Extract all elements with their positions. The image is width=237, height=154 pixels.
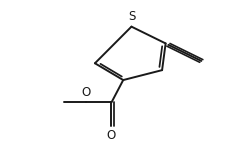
Text: O: O: [81, 86, 90, 99]
Text: S: S: [128, 10, 135, 23]
Text: O: O: [107, 129, 116, 142]
